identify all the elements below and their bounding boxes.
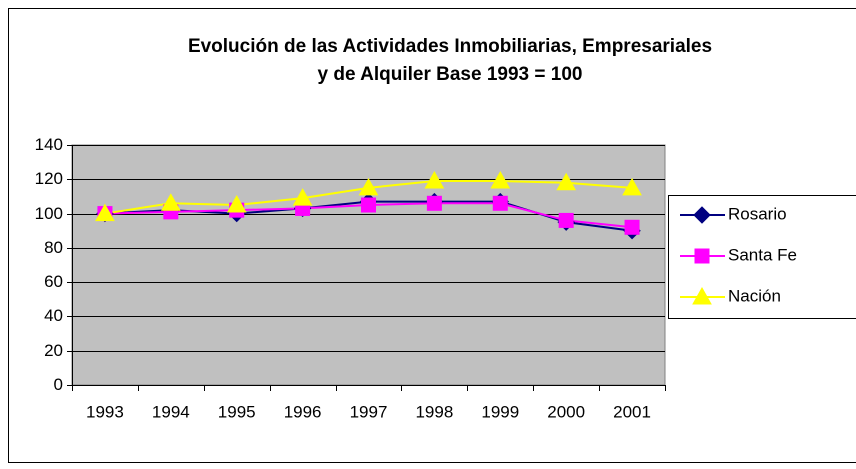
- chart-title: Evolución de las Actividades Inmobiliari…: [188, 36, 712, 57]
- legend-label: Nación: [728, 286, 781, 305]
- y-tick-label: 40: [44, 306, 63, 325]
- x-tick-label: 1994: [152, 402, 190, 421]
- y-tick-label: 80: [44, 238, 63, 257]
- data-point: [558, 212, 574, 228]
- x-tick-label: 1993: [86, 402, 124, 421]
- x-tick-label: 1998: [415, 402, 453, 421]
- y-tick-label: 100: [35, 204, 63, 223]
- y-tick-label: 0: [54, 375, 63, 394]
- data-point: [426, 195, 442, 211]
- legend-label: Rosario: [728, 204, 787, 223]
- data-point: [361, 197, 376, 213]
- data-point: [160, 193, 181, 211]
- x-tick-label: 1997: [350, 402, 388, 421]
- data-point: [358, 177, 379, 196]
- data-point: [622, 177, 642, 196]
- legend-label: Santa Fe: [728, 245, 797, 264]
- x-tick-label: 1995: [218, 402, 256, 421]
- y-tick-label: 60: [44, 272, 63, 291]
- data-point: [424, 170, 445, 189]
- y-tick-label: 140: [35, 135, 63, 154]
- chart-title: y de Alquiler Base 1993 = 100: [318, 64, 583, 85]
- y-tick-label: 120: [35, 169, 63, 188]
- data-point: [556, 172, 577, 191]
- data-point: [492, 195, 508, 211]
- data-point: [624, 219, 640, 235]
- data-point: [292, 188, 313, 206]
- data-point: [490, 170, 511, 189]
- y-tick-label: 20: [44, 341, 63, 360]
- legend-marker: [692, 286, 712, 305]
- data-point: [95, 203, 115, 222]
- legend-marker: [694, 248, 710, 264]
- data-point: [226, 194, 247, 213]
- x-tick-label: 1999: [481, 402, 519, 421]
- x-tick-label: 1996: [284, 402, 322, 421]
- x-tick-label: 2001: [613, 402, 651, 421]
- legend-marker: [693, 206, 711, 224]
- x-tick-label: 2000: [547, 402, 585, 421]
